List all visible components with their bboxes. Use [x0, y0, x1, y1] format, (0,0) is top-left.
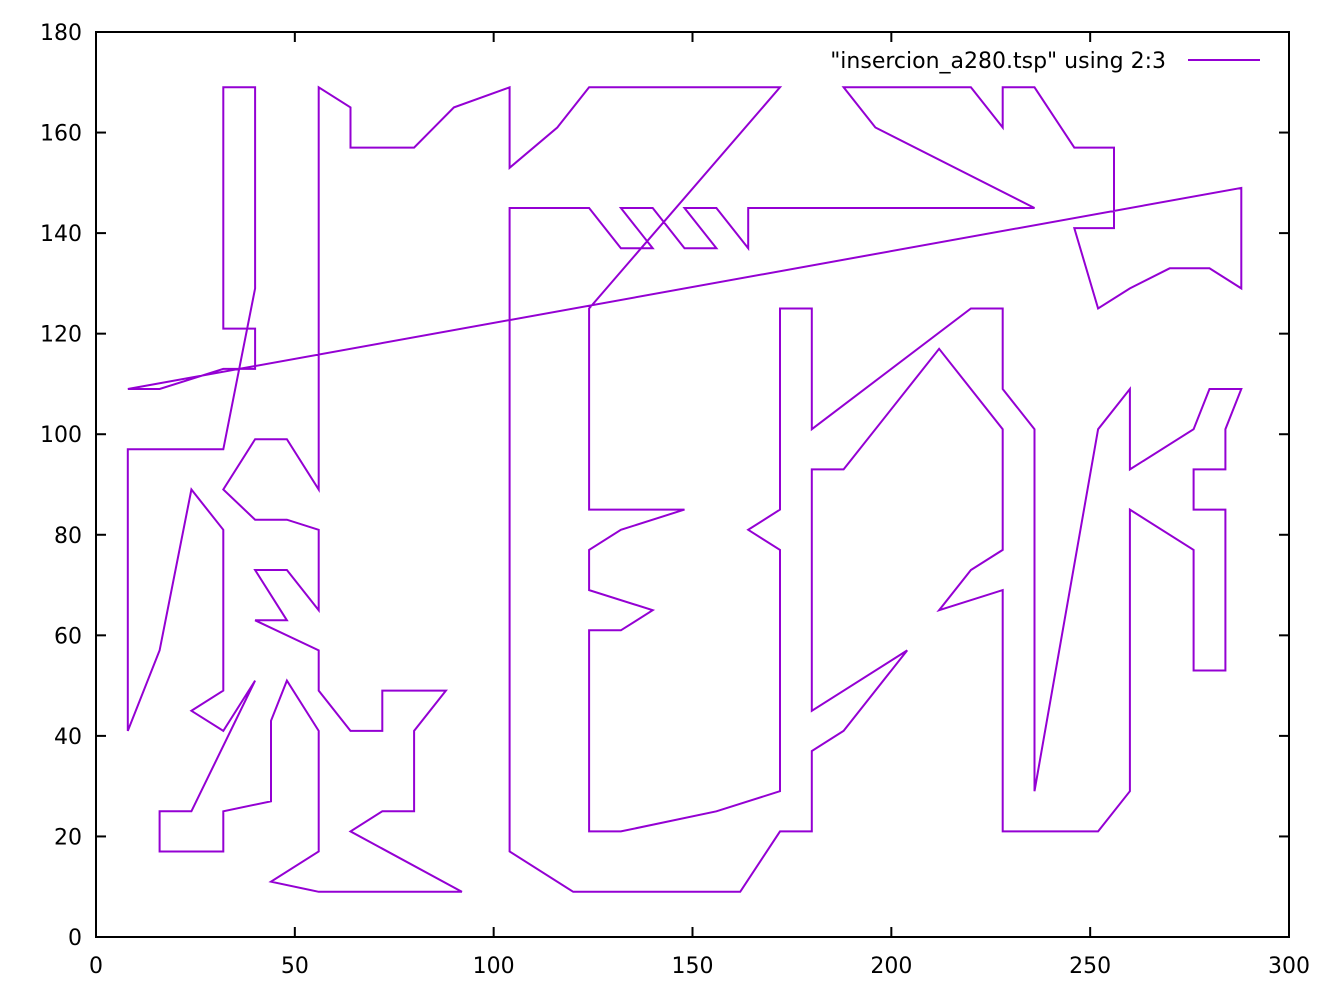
x-tick-label: 0 — [89, 954, 103, 979]
legend-label: "insercion_a280.tsp" using 2:3 — [830, 49, 1166, 74]
series-line-tour — [126, 85, 1243, 893]
y-tick-label: 160 — [40, 122, 82, 147]
y-tick-label: 80 — [54, 524, 82, 549]
y-tick-label: 60 — [54, 624, 82, 649]
axis-tick-labels: 0 50 100 150 200 250 300 0 20 40 60 80 100 120 140 160 1… — [40, 21, 1310, 979]
x-tick-label: 50 — [281, 954, 309, 979]
x-tick-label: 300 — [1268, 954, 1310, 979]
x-tick-label: 200 — [870, 954, 912, 979]
legend: "insercion_a280.tsp" using 2:3 — [830, 49, 1260, 74]
y-tick-label: 40 — [54, 725, 82, 750]
y-tick-label: 140 — [40, 222, 82, 247]
series-layer — [126, 85, 1243, 893]
x-tick-label: 100 — [473, 954, 515, 979]
y-tick-label: 20 — [54, 825, 82, 850]
y-tick-label: 100 — [40, 423, 82, 448]
x-tick-label: 250 — [1069, 954, 1111, 979]
y-tick-label: 120 — [40, 323, 82, 348]
plot-frame — [95, 31, 1290, 938]
y-tick-label: 180 — [40, 21, 82, 46]
x-tick-label: 150 — [672, 954, 714, 979]
y-tick-label: 0 — [68, 926, 82, 951]
